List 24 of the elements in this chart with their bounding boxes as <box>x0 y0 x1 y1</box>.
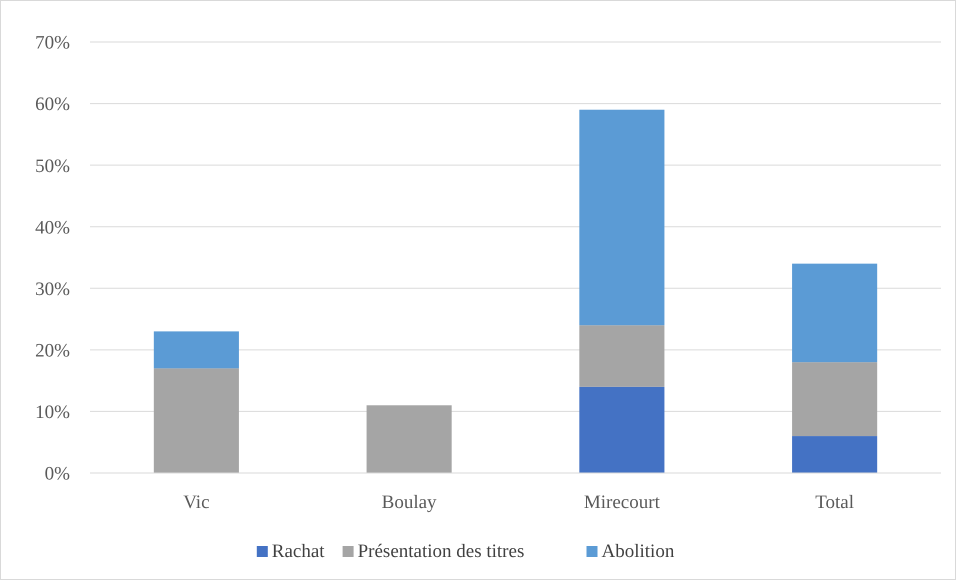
bar <box>579 386 664 473</box>
bar <box>154 368 239 473</box>
y-tick-label: 0% <box>44 464 70 485</box>
bar <box>579 325 664 387</box>
x-tick-label: Boulay <box>382 492 438 513</box>
bar <box>579 110 664 326</box>
bar <box>792 264 878 362</box>
legend-label: Abolition <box>602 541 675 562</box>
y-tick-label: 40% <box>35 217 70 238</box>
y-tick-label: 10% <box>35 402 70 424</box>
y-tick-label: 20% <box>35 340 70 362</box>
bar <box>154 331 239 368</box>
bar <box>792 436 878 473</box>
x-tick-label: Mirecourt <box>584 492 661 513</box>
legend-label: Présentation des titres <box>358 541 524 562</box>
y-tick-label: 50% <box>35 156 70 177</box>
x-tick-label: Total <box>815 492 854 513</box>
bar <box>792 362 878 436</box>
y-tick-label: 30% <box>35 278 70 300</box>
x-tick-label: Vic <box>183 492 210 513</box>
legend-label: Rachat <box>272 541 326 562</box>
bar <box>366 405 452 473</box>
y-tick-label: 70% <box>35 32 70 54</box>
y-tick-label: 60% <box>35 94 70 116</box>
